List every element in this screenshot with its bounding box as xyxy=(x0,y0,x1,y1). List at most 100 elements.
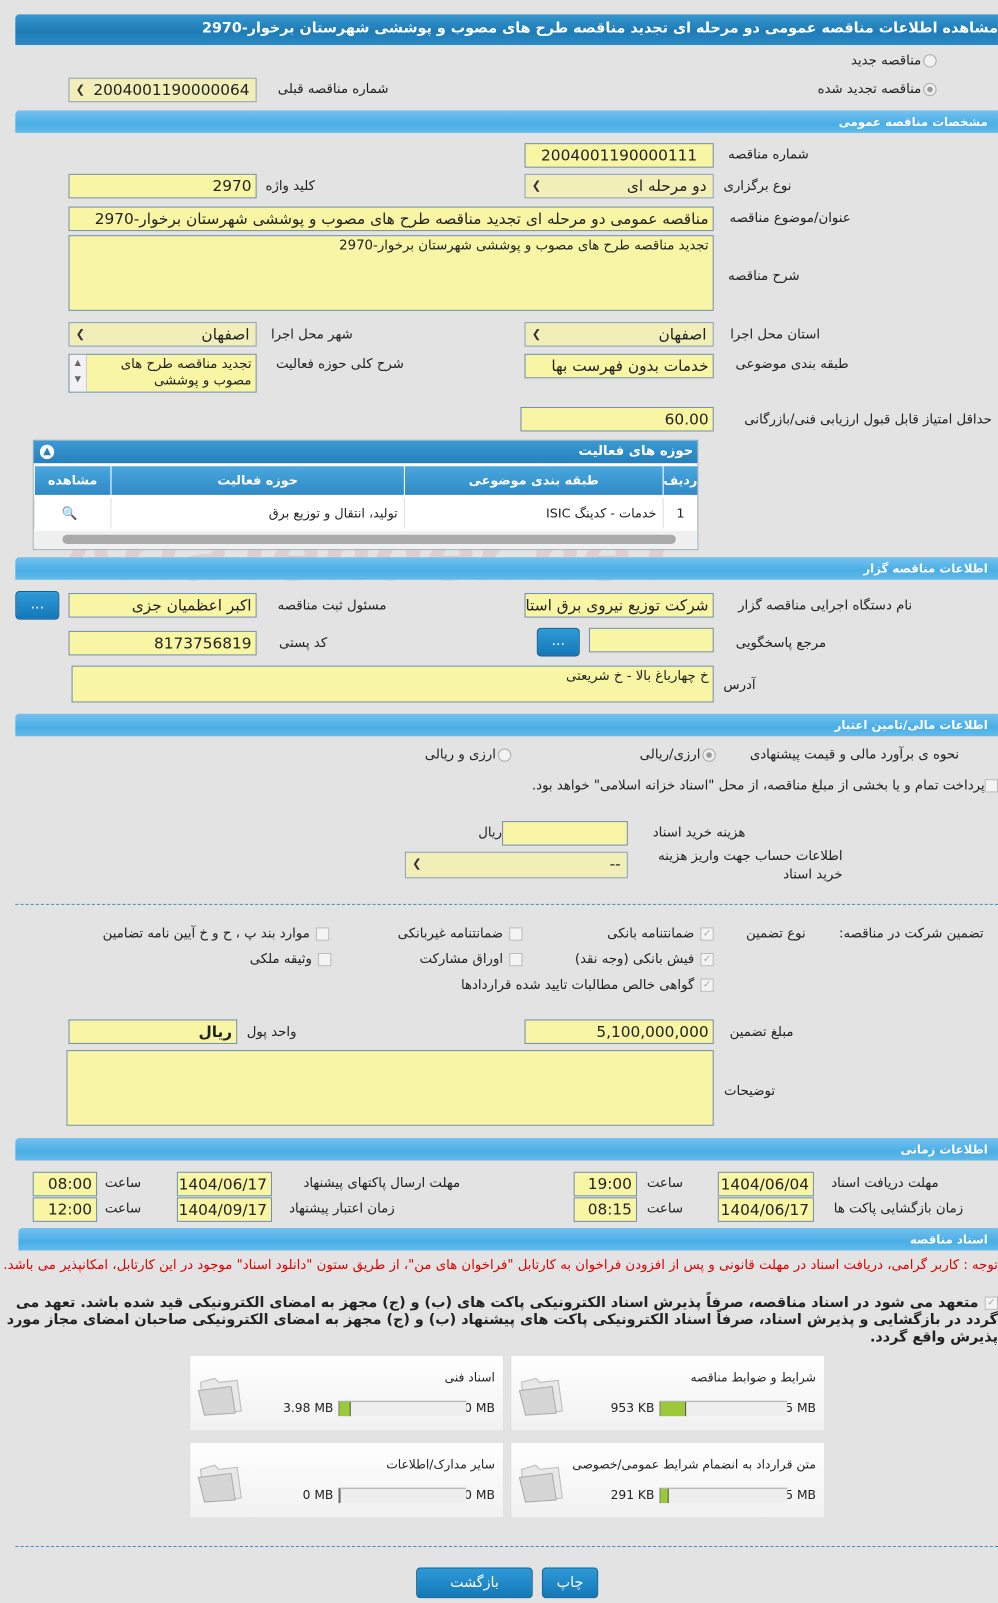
amount-label: مبلغ تضمین xyxy=(729,1024,794,1040)
section-general: مشخصات مناقصه عمومی xyxy=(15,110,998,133)
collapse-icon[interactable]: ▲ xyxy=(39,444,55,460)
subject-label: عنوان/موضوع مناقصه xyxy=(729,210,851,226)
section-documents: اسناد مناقصه xyxy=(18,1228,998,1251)
commitment-checkbox: ✓متعهد می شود در اسناد مناقصه، صرفاً پذی… xyxy=(6,1294,998,1346)
file-box[interactable]: سایر مدارک/اطلاعات 50 MB 0 MB xyxy=(189,1441,505,1519)
responsible-field: اکبر اعظمیان جزی xyxy=(68,593,257,618)
divider xyxy=(15,903,998,905)
page-title: مشاهده اطلاعات مناقصه عمومی دو مرحله ای … xyxy=(15,14,998,45)
magnifier-icon[interactable]: 🔍 xyxy=(33,497,111,529)
guarantee-label: تضمین شرکت در مناقصه: xyxy=(839,926,984,942)
chevron-down-icon: ❯ xyxy=(531,327,542,341)
keyword-field[interactable]: 2970 xyxy=(68,173,257,199)
prev-number-label: شماره مناقصه قبلی xyxy=(277,81,389,98)
back-button[interactable]: بازگشت xyxy=(416,1567,533,1599)
column-header[interactable]: حوزه فعالیت xyxy=(110,466,404,495)
doc-deadline-time: 19:00 xyxy=(573,1171,638,1197)
guarantee-option[interactable]: ✓ضمانتنامه بانکی xyxy=(607,926,714,942)
subject-field[interactable]: مناقصه عمومی دو مرحله ای تجدید مناقصه طر… xyxy=(68,206,714,232)
min-score-field: 60.00 xyxy=(520,406,714,432)
doc-fee-field xyxy=(502,821,628,846)
account-label: اطلاعات حساب جهت واریز هزینه خرید اسناد xyxy=(658,848,843,883)
estimate-label: نحوه ی برآورد مالی و قیمت پیشنهادی xyxy=(749,747,960,763)
city-select[interactable]: اصفهان ❯ xyxy=(68,322,257,347)
progress-bar xyxy=(338,1487,467,1504)
doc-fee-label: هزینه خرید اسناد xyxy=(652,825,746,841)
folder-icon xyxy=(197,1377,242,1416)
guarantee-type-label: نوع تضمین xyxy=(745,926,806,942)
column-header[interactable]: ردیف xyxy=(662,466,698,495)
org-field: شرکت توزیع نیروی برق استان اصفهان xyxy=(524,593,714,618)
scroll-thumb[interactable] xyxy=(62,534,676,544)
description-label: شرح مناقصه xyxy=(728,268,800,285)
print-button[interactable]: چاپ xyxy=(541,1567,599,1599)
doc-deadline-date: 1404/06/04 xyxy=(717,1171,814,1197)
address-field: خ چهارباغ بالا - خ شریعتی xyxy=(71,665,714,703)
divider xyxy=(15,1546,998,1548)
time-label: ساعت xyxy=(104,1175,142,1192)
notes-label: توضیحات xyxy=(724,1083,776,1100)
progress-bar xyxy=(659,1487,788,1504)
file-box[interactable]: شرایط و ضوابط مناقصه 5 MB 953 KB xyxy=(510,1354,826,1432)
account-select[interactable]: -- ❯ xyxy=(404,851,628,879)
guarantee-option[interactable]: موارد بند پ ، ح و خ آیین نامه تضامین xyxy=(103,926,330,942)
progress-bar xyxy=(659,1400,788,1417)
guarantee-option[interactable]: ✓گواهی خالص مطالبات تایید شده قراردادها xyxy=(461,978,714,993)
radio-icon[interactable] xyxy=(923,54,937,68)
currency-field: ریال xyxy=(68,1019,238,1044)
chevron-down-icon: ❯ xyxy=(75,327,86,341)
guarantee-option[interactable]: ضمانتنامه غیربانکی xyxy=(398,926,523,942)
description-textarea[interactable]: تجدید مناقصه طرح های مصوب و پوششی شهرستا… xyxy=(68,235,714,311)
activity-desc-label: شرح کلی حوزه فعالیت xyxy=(275,356,404,373)
treasury-checkbox[interactable]: پرداخت تمام و یا بخشی از مبلغ مناقصه، از… xyxy=(528,777,998,795)
chevron-down-icon: ❯ xyxy=(75,82,86,97)
progress-fill xyxy=(339,1488,341,1504)
column-header[interactable]: طبقه بندی موضوعی xyxy=(403,466,663,495)
guarantee-option[interactable]: وثیقه ملکی xyxy=(250,952,332,967)
guarantee-option[interactable]: ✓فیش بانکی (وجه نقد) xyxy=(575,952,714,967)
activity-desc-textarea[interactable]: تجدید مناقصه طرح های مصوب و پوششی ▲ ▼ xyxy=(68,353,257,393)
radio-renewed-tender[interactable]: مناقصه تجدید شده xyxy=(818,82,937,97)
horizontal-scrollbar[interactable] xyxy=(33,530,698,550)
column-header[interactable]: مشاهده xyxy=(33,466,111,495)
type-label: نوع برگزاری xyxy=(723,178,792,195)
reference-field[interactable] xyxy=(588,627,714,653)
doc-fee-unit: ریال xyxy=(478,825,503,841)
reference-more-button[interactable]: ... xyxy=(536,627,580,657)
org-label: نام دستگاه اجرایی مناقصه گزار xyxy=(738,598,913,614)
province-label: استان محل اجرا xyxy=(730,327,821,343)
tender-number-label: شماره مناقصه xyxy=(728,147,809,163)
type-select[interactable]: دو مرحله ای ❯ xyxy=(524,173,714,199)
progress-fill xyxy=(660,1488,670,1504)
prev-number-select[interactable]: 2004001190000064 ❯ xyxy=(68,77,257,103)
validity-label: زمان اعتبار پیشنهاد xyxy=(289,1201,395,1217)
notes-textarea[interactable] xyxy=(66,1050,714,1126)
guarantee-option[interactable]: اوراق مشارکت xyxy=(419,952,523,967)
grid-title: حوزه های فعالیت ▲ xyxy=(33,440,698,464)
currency-label: واحد پول xyxy=(246,1024,297,1040)
folder-icon xyxy=(197,1464,242,1503)
radio-new-tender[interactable]: مناقصه جدید xyxy=(851,53,937,69)
activity-grid: حوزه های فعالیت ▲ ردیف طبقه بندی موضوعی ح… xyxy=(32,439,699,551)
file-box[interactable]: متن قرارداد به انضمام شرایط عمومی/خصوصی … xyxy=(510,1441,826,1519)
folder-icon xyxy=(518,1464,563,1503)
submit-date: 1404/06/17 xyxy=(176,1171,272,1197)
city-label: شهر محل اجرا xyxy=(270,327,353,343)
open-time: 08:15 xyxy=(573,1197,638,1222)
province-select[interactable]: اصفهان ❯ xyxy=(524,322,714,347)
radio-icon[interactable] xyxy=(923,82,937,97)
min-score-label: حداقل امتیاز قابل قبول ارزیابی فنی/بازرگ… xyxy=(744,412,992,428)
folder-icon xyxy=(518,1377,563,1416)
responsible-more-button[interactable]: ... xyxy=(15,591,60,620)
postal-field: 8173756819 xyxy=(68,630,257,656)
radio-both[interactable]: ارزی و ریالی xyxy=(425,747,512,763)
time-label: ساعت xyxy=(104,1201,142,1217)
file-box[interactable]: اسناد فنی 50 MB 3.98 MB xyxy=(189,1354,505,1432)
chevron-down-icon: ❯ xyxy=(531,178,542,193)
category-field: خدمات بدون فهرست بها xyxy=(524,353,714,379)
progress-fill xyxy=(339,1401,351,1417)
radio-rial[interactable]: ارزی/ریالی xyxy=(640,747,716,763)
scrollbar[interactable]: ▲ ▼ xyxy=(69,354,87,392)
submit-label: مهلت ارسال پاکتهای پیشنهاد xyxy=(303,1175,461,1192)
open-date: 1404/06/17 xyxy=(717,1197,814,1222)
